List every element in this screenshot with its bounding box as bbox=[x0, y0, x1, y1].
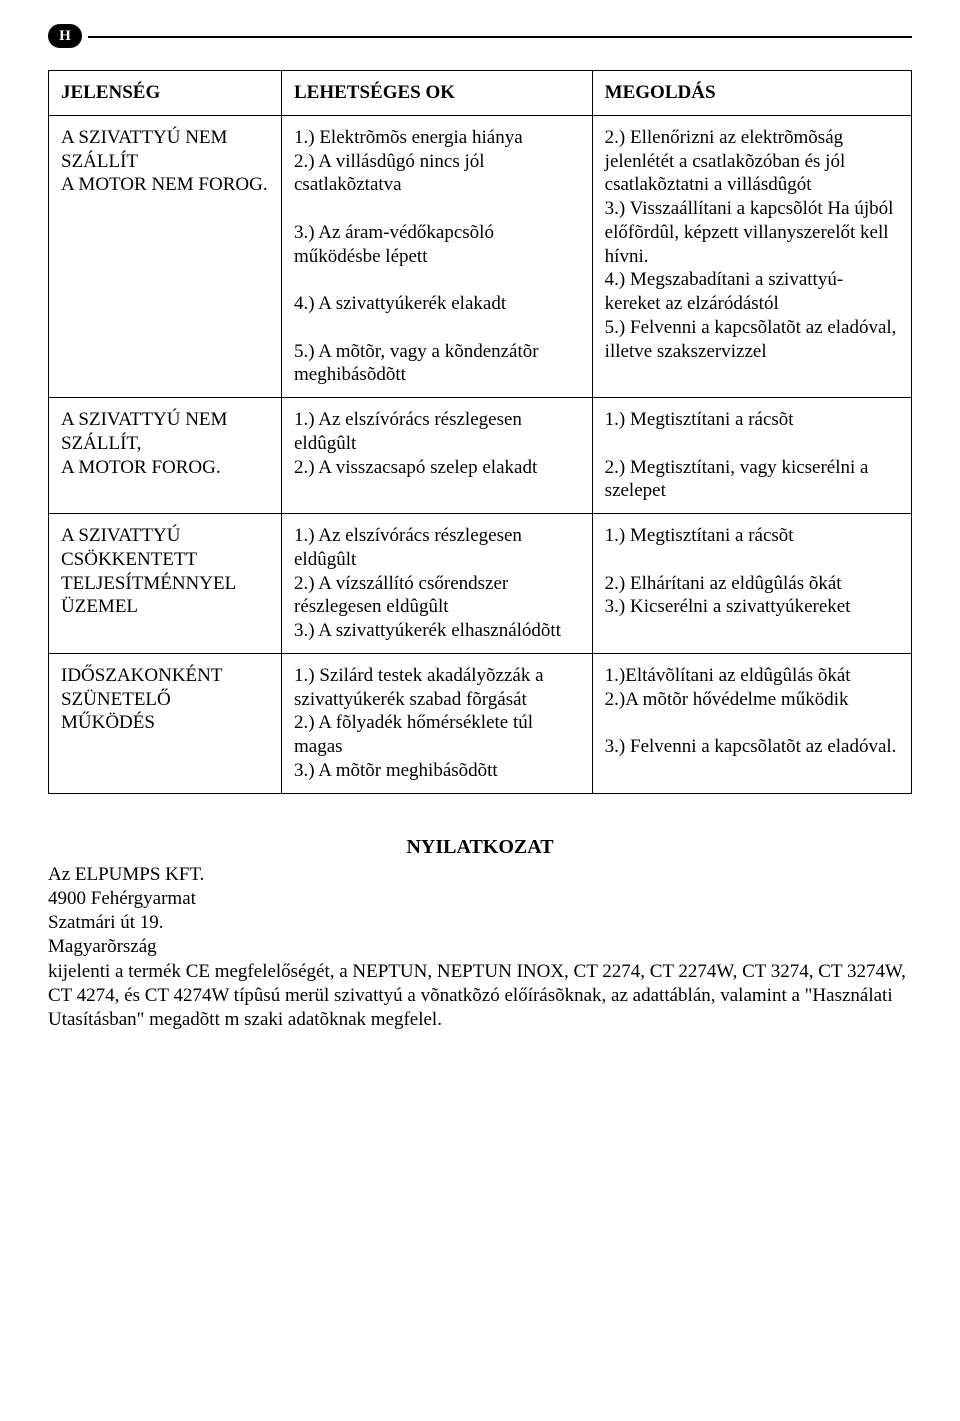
cell-phenomenon: A SZIVATTYÚ NEM SZÁLLÍT,A MOTOR FOROG. bbox=[49, 398, 282, 514]
table-row: A SZIVATTYÚ NEM SZÁLLÍTA MOTOR NEM FOROG… bbox=[49, 115, 912, 397]
cell-phenomenon: IDŐSZAKONKÉNT SZÜNETELŐ MŰKÖDÉS bbox=[49, 653, 282, 793]
cell-cause: 1.) Az elszívórács részlegesen eldûgûlt2… bbox=[282, 398, 593, 514]
language-badge: H bbox=[48, 24, 82, 48]
cell-solution: 1.)Eltávõlítani az eldûgûlás õkát2.)A mõ… bbox=[592, 653, 911, 793]
table-header-row: JELENSÉG LEHETSÉGES OK MEGOLDÁS bbox=[49, 71, 912, 116]
cell-cause: 1.) Az elszívórács részlegesen eldûgûlt2… bbox=[282, 514, 593, 654]
cell-solution: 1.) Megtisztítani a rácsõt2.) Elhárítani… bbox=[592, 514, 911, 654]
cell-phenomenon: A SZIVATTYÚ CSÖKKENTETT TELJESÍTMÉNNYEL … bbox=[49, 514, 282, 654]
declaration-line-company: Az ELPUMPS KFT. bbox=[48, 863, 912, 887]
declaration-text: kijelenti a termék CE megfelelőségét, a … bbox=[48, 960, 912, 1033]
header-solution: MEGOLDÁS bbox=[592, 71, 911, 116]
troubleshooting-table: JELENSÉG LEHETSÉGES OK MEGOLDÁS A SZIVAT… bbox=[48, 70, 912, 794]
declaration-body: Az ELPUMPS KFT. 4900 Fehérgyarmat Szatmá… bbox=[48, 863, 912, 1033]
page-header: H bbox=[48, 24, 912, 52]
declaration-line-zip: 4900 Fehérgyarmat bbox=[48, 887, 912, 911]
header-rule bbox=[88, 36, 912, 38]
table-row: IDŐSZAKONKÉNT SZÜNETELŐ MŰKÖDÉS 1.) Szil… bbox=[49, 653, 912, 793]
header-cause: LEHETSÉGES OK bbox=[282, 71, 593, 116]
declaration-title: NYILATKOZAT bbox=[48, 836, 912, 859]
cell-cause: 1.) Elektrõmõs energia hiánya2.) A villá… bbox=[282, 115, 593, 397]
table-row: A SZIVATTYÚ CSÖKKENTETT TELJESÍTMÉNNYEL … bbox=[49, 514, 912, 654]
cell-cause: 1.) Szilárd testek akadályõzzák a szivat… bbox=[282, 653, 593, 793]
declaration-line-country: Magyarõrszág bbox=[48, 935, 912, 959]
table-row: A SZIVATTYÚ NEM SZÁLLÍT,A MOTOR FOROG. 1… bbox=[49, 398, 912, 514]
header-phenomenon: JELENSÉG bbox=[49, 71, 282, 116]
cell-solution: 2.) Ellenőrizni az elektrõmõság jelenlét… bbox=[592, 115, 911, 397]
cell-solution: 1.) Megtisztítani a rácsõt2.) Megtisztít… bbox=[592, 398, 911, 514]
cell-phenomenon: A SZIVATTYÚ NEM SZÁLLÍTA MOTOR NEM FOROG… bbox=[49, 115, 282, 397]
declaration-line-street: Szatmári út 19. bbox=[48, 911, 912, 935]
